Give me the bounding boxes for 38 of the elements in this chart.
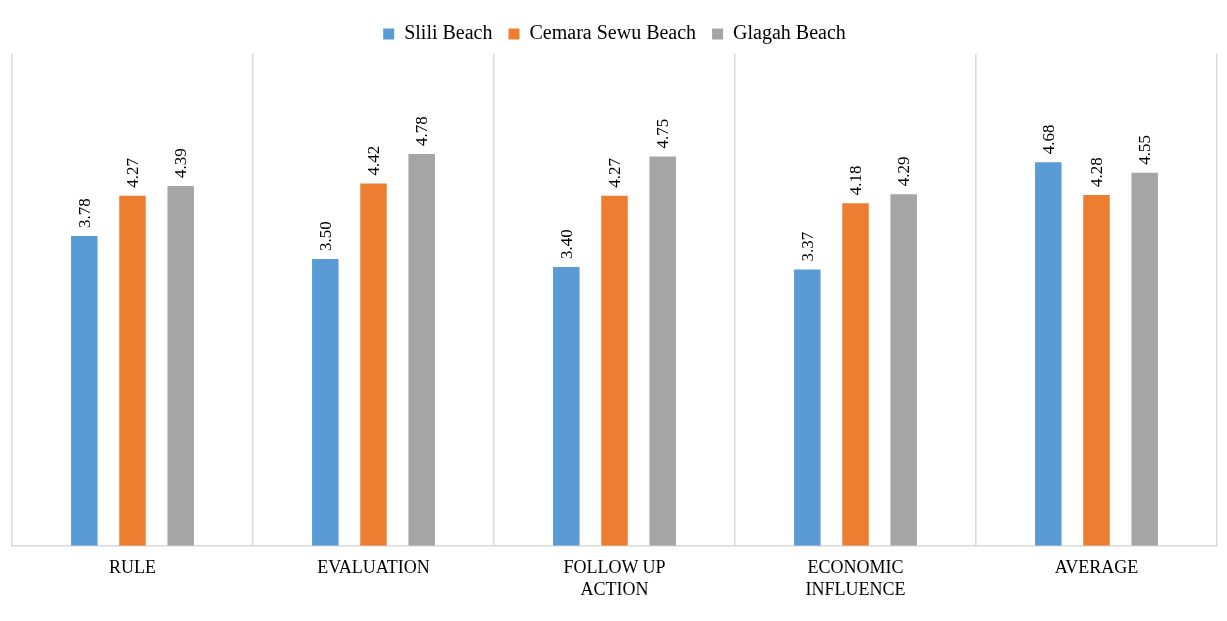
data-label: 4.68 [1038,124,1058,155]
x-tick-label: EVALUATION [317,557,430,578]
x-tick-label: AVERAGE [1054,557,1139,578]
bar [601,195,628,546]
data-label: 3.78 [74,198,94,228]
legend-label: Cemara Sewu Beach [529,21,697,44]
bar [1131,172,1158,546]
legend-label: Glagah Beach [733,21,846,45]
bar [312,258,339,546]
bar [119,195,146,546]
data-label: 3.37 [797,231,817,262]
data-label: 4.39 [171,148,191,178]
data-label: 4.42 [363,145,383,176]
data-label: 4.78 [412,116,432,146]
bar [360,183,387,546]
data-label: 3.50 [315,221,335,251]
bar [71,235,98,546]
data-label: 4.27 [122,157,142,188]
data-label: 4.27 [604,157,624,188]
data-label: 4.29 [894,156,914,187]
x-tick-label: RULE [109,557,156,578]
bar [890,194,917,546]
bar [649,156,676,546]
bar [167,185,194,546]
bar [553,267,580,546]
bar [1035,162,1062,546]
data-label: 4.18 [845,165,865,196]
legend-label: Slili Beach [404,21,493,44]
data-label: 4.55 [1135,135,1155,165]
data-label: 4.75 [653,118,673,149]
bar [842,203,869,546]
bar [408,154,435,546]
x-tick-label: ECONOMIC INFLUENCE [805,557,906,599]
data-label: 4.28 [1086,157,1106,187]
data-label: 3.40 [556,229,576,260]
x-tick-label: FOLLOW UP ACTION [563,557,666,599]
bar [1083,194,1110,546]
bar [794,269,821,546]
